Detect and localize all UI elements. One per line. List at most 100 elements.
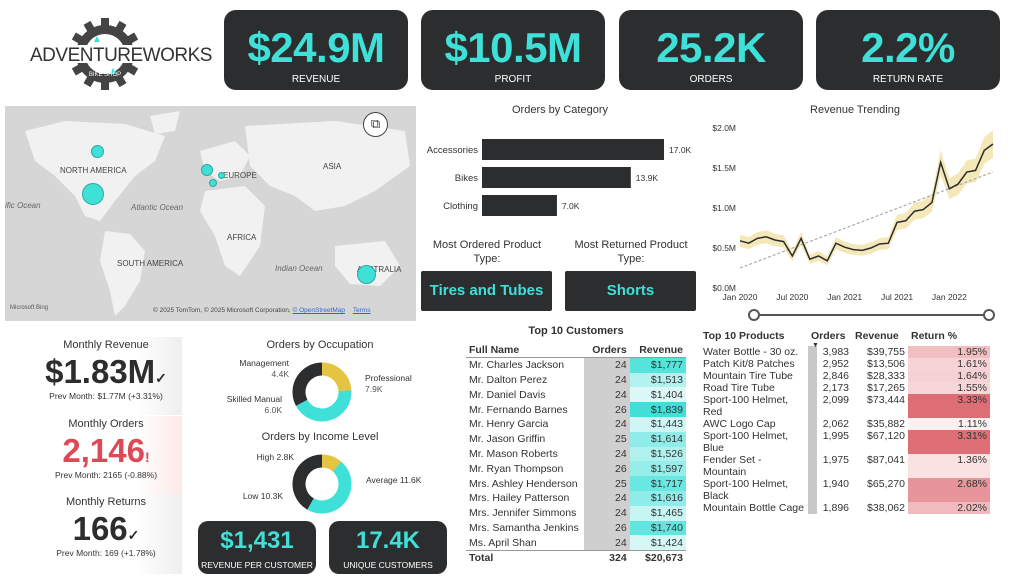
product-revenue: $13,506 [867,358,905,370]
table-row[interactable]: Sport-100 Helmet, Blue 1,995 $67,120 3.31% [700,430,990,454]
confidence-band [740,130,993,266]
product-name: Mountain Bottle Cage [703,502,804,514]
osm-link[interactable]: © OpenStreetMap [292,307,346,314]
table-row[interactable]: Mrs. Jennifer Simmons 24 $1,465 [466,505,686,521]
product-name: Patch Kit/8 Patches [703,358,795,370]
map-focus-mode-button[interactable]: ⧉ [363,112,388,137]
total-label: Total [469,551,494,564]
col-product[interactable]: Top 10 Products [703,330,785,342]
table-row[interactable]: Mrs. Samantha Jenkins 26 $1,740 [466,520,686,536]
product-orders: 1,975 [808,454,852,478]
income-donut-chart: Average 11.6K Low 10.3K High 2.8K [243,452,422,514]
col-revenue[interactable]: Revenue [629,343,686,359]
customer-orders: 24 [584,490,630,506]
table-row[interactable]: Sport-100 Helmet, Red 2,099 $73,444 3.33% [700,394,990,418]
customer-orders: 26 [584,402,630,417]
col-prod-revenue[interactable]: Revenue [855,330,899,342]
x-tick-label: Jan 2022 [932,292,967,302]
table-row[interactable]: Mr. Jason Griffin 25 $1,614 [466,431,686,447]
col-return-pct[interactable]: Return % [911,330,958,342]
table-row[interactable]: Mrs. Hailey Patterson 24 $1,616 [466,490,686,506]
table-row[interactable]: Mrs. Ashley Henderson 25 $1,717 [466,476,686,491]
terms-link[interactable]: Terms [352,307,371,314]
monthly-orders-card: Monthly Orders 2,146! Prev Month: 2165 (… [30,416,182,494]
table-row[interactable]: Mountain Tire Tube 2,846 $28,333 1.64% [700,370,990,382]
customer-revenue: $1,443 [629,416,686,432]
logo-text: ADVENTUREWORKS [30,45,212,66]
bing-logo-text: Microsoft Bing [10,305,49,311]
product-orders: 1,940 [808,478,852,502]
donut-slice [292,454,323,510]
occupation-title: Orders by Occupation [266,339,374,351]
customer-revenue: $1,424 [629,535,686,551]
product-revenue: $65,270 [867,478,905,490]
customer-name: Mrs. Ashley Henderson [469,477,578,490]
product-orders: 2,062 [808,418,852,430]
table-row[interactable]: Sport-100 Helmet, Black 1,940 $65,270 2.68% [700,478,990,502]
col-full-name[interactable]: Full Name [466,343,584,359]
customer-orders: 24 [584,505,630,521]
kpi-value: 2.2% [861,24,955,71]
product-name: AWC Logo Cap [703,418,776,430]
category-label: Clothing [443,201,478,212]
monthly-orders-value: 2,146! [62,432,150,469]
product-return-pct: 1.95% [908,346,990,358]
col-orders[interactable]: Orders [584,343,630,359]
product-orders: 2,099 [808,394,852,418]
table-row[interactable]: Ms. April Shan 24 $1,424 [466,535,686,551]
table-row[interactable]: Mountain Bottle Cage 1,896 $38,062 2.02% [700,502,990,514]
table-row[interactable]: Mr. Dalton Perez 24 $1,513 [466,372,686,388]
kpi-orders: 25.2K ORDERS [619,10,803,90]
customer-name: Mr. Henry Garcia [469,418,549,431]
col-prod-orders[interactable]: Orders [811,330,846,342]
map-bubble-uk[interactable] [201,164,213,176]
map-label-north-america: NORTH AMERICA [60,166,127,175]
table-row[interactable]: Patch Kit/8 Patches 2,952 $13,506 1.61% [700,358,990,370]
donut-label: High 2.8K [257,452,295,462]
top-products-table: Top 10 Products Orders Revenue Return % … [700,330,990,514]
map-bubble-france[interactable] [209,179,217,187]
customer-orders: 26 [584,461,630,477]
map-bubble-germany[interactable] [218,172,225,179]
monthly-revenue-card: Monthly Revenue $1.83M✓ Prev Month: $1.7… [30,337,182,415]
map-bubble-usa[interactable] [82,183,104,205]
monthly-revenue-title: Monthly Revenue [63,339,149,351]
customer-name: Mr. Charles Jackson [469,359,565,372]
table-row[interactable]: Fender Set - Mountain 1,975 $87,041 1.36% [700,454,990,478]
table-row[interactable]: Mr. Daniel Davis 24 $1,404 [466,387,686,403]
most-returned-value: Shorts [565,271,696,311]
map-label-pacific: ific Ocean [5,201,41,210]
date-range-slider[interactable] [748,314,992,316]
product-revenue: $38,062 [867,502,905,514]
table-row[interactable]: Road Tire Tube 2,173 $17,265 1.55% [700,382,990,394]
map-label-europe: EUROPE [223,171,257,180]
table-row[interactable]: Mr. Fernando Barnes 26 $1,839 [466,402,686,417]
logo-subtext: BIKE SHOP [88,72,122,78]
table-row[interactable]: Mr. Ryan Thompson 26 $1,597 [466,461,686,477]
table-row[interactable]: Mr. Mason Roberts 24 $1,526 [466,446,686,462]
product-return-pct: 1.11% [908,418,990,430]
customer-orders: 24 [584,357,630,373]
total-orders: 324 [609,551,627,564]
product-name: Fender Set - Mountain [703,454,762,478]
kpi-unique-customers: 17.4K UNIQUE CUSTOMERS [329,521,447,574]
table-row[interactable]: Water Bottle - 30 oz. 3,983 $39,755 1.95% [700,346,990,358]
slider-handle-end[interactable] [983,309,995,321]
product-orders: 2,846 [808,370,852,382]
customer-orders: 24 [584,416,630,432]
product-return-pct: 2.68% [908,478,990,502]
most-returned-title: Most Returned Product Type: [574,239,688,265]
category-value-label: 17.0K [669,145,692,155]
map-bubble-australia[interactable] [357,265,376,284]
map-bubble-canada[interactable] [91,145,104,158]
product-revenue: $28,333 [867,370,905,382]
alert-icon: ! [144,449,150,465]
table-row[interactable]: AWC Logo Cap 2,062 $35,882 1.11% [700,418,990,430]
customer-name: Mr. Dalton Perez [469,373,548,386]
world-map[interactable]: NORTH AMERICA EUROPE ASIA AFRICA SOUTH A… [5,106,416,321]
table-row[interactable]: Mr. Charles Jackson 24 $1,777 [466,357,686,373]
customer-orders: 26 [584,520,630,536]
slider-handle-start[interactable] [748,309,760,321]
table-row[interactable]: Mr. Henry Garcia 24 $1,443 [466,416,686,432]
